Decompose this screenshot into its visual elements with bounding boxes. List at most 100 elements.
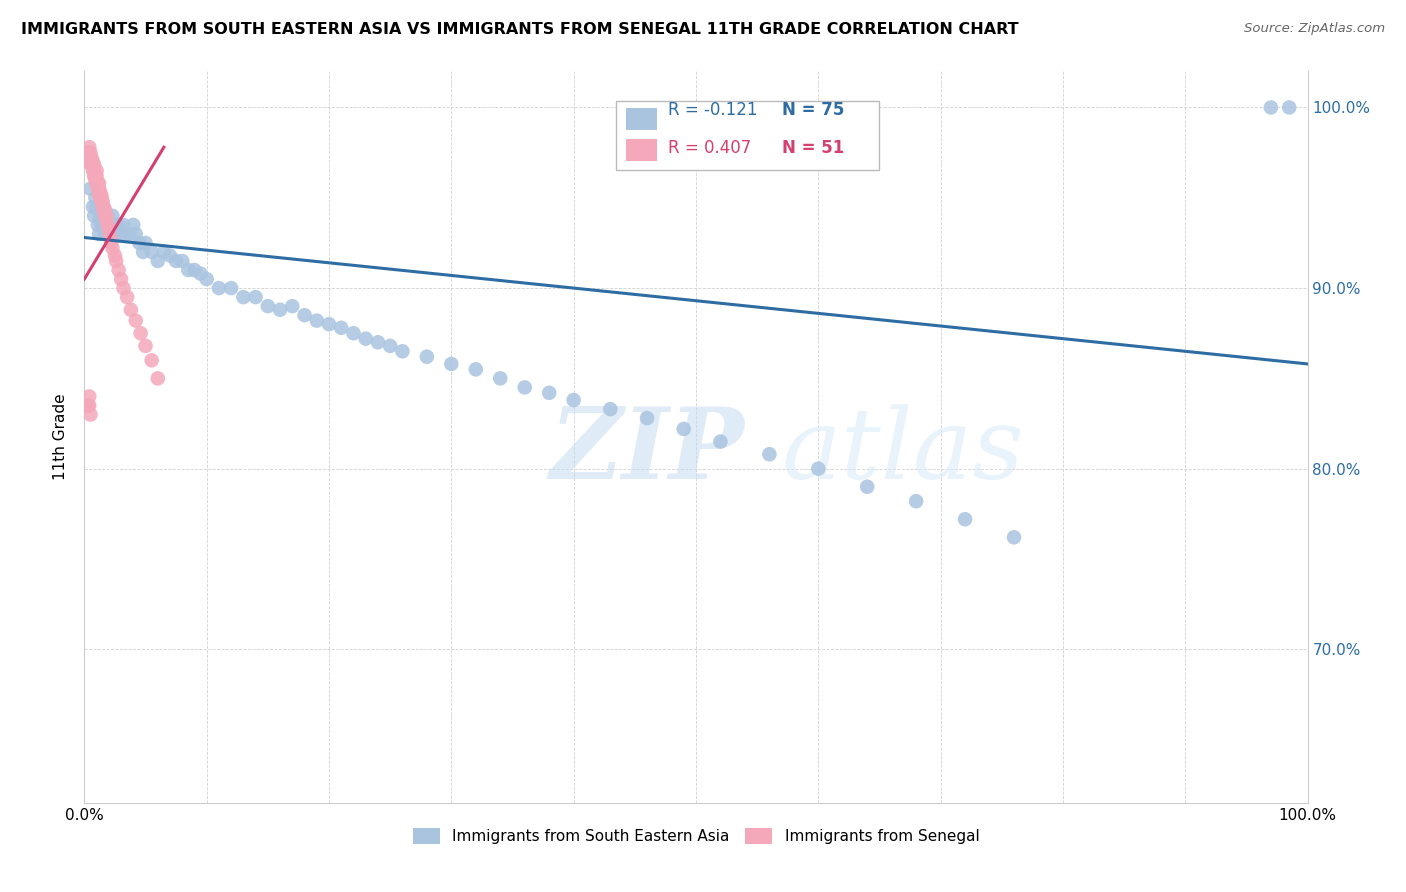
Point <box>98 227 121 241</box>
Point <box>97 218 120 232</box>
Point <box>79 151 101 165</box>
Point <box>77 140 100 154</box>
Point <box>195 272 218 286</box>
Point <box>538 385 561 400</box>
Point <box>105 254 128 268</box>
Point <box>125 313 148 327</box>
Point <box>77 399 100 413</box>
Point <box>183 263 205 277</box>
Point <box>132 244 155 259</box>
Point <box>269 302 291 317</box>
Point <box>83 163 105 178</box>
Point <box>177 263 200 277</box>
Point <box>93 218 115 232</box>
Text: Source: ZipAtlas.com: Source: ZipAtlas.com <box>1244 22 1385 36</box>
Point <box>87 177 110 191</box>
Point <box>709 434 731 449</box>
Point <box>87 177 110 191</box>
Point <box>91 194 114 209</box>
Point <box>87 187 110 202</box>
Point <box>90 194 112 209</box>
Point <box>172 254 194 268</box>
Text: ZIP: ZIP <box>550 403 744 500</box>
Text: N = 75: N = 75 <box>782 101 844 120</box>
Point <box>294 308 316 322</box>
Point <box>416 350 439 364</box>
Bar <box>626 108 657 130</box>
Point <box>146 371 169 385</box>
Point <box>112 281 135 295</box>
Point <box>94 203 117 218</box>
Point <box>245 290 267 304</box>
Point <box>367 335 389 350</box>
Point <box>77 145 100 160</box>
Point <box>101 209 124 223</box>
Point <box>208 281 231 295</box>
Point <box>94 209 117 223</box>
Point <box>128 235 150 250</box>
Point <box>115 227 138 241</box>
Point <box>342 326 364 341</box>
Point <box>318 317 340 331</box>
Point <box>110 227 132 241</box>
Point <box>93 200 115 214</box>
Point <box>391 344 413 359</box>
Point <box>96 212 118 227</box>
Point <box>159 249 181 263</box>
Point <box>125 227 148 241</box>
Point <box>599 402 621 417</box>
Point <box>219 281 242 295</box>
Point <box>96 218 118 232</box>
Point <box>141 353 163 368</box>
Point <box>110 272 132 286</box>
Text: IMMIGRANTS FROM SOUTH EASTERN ASIA VS IMMIGRANTS FROM SENEGAL 11TH GRADE CORRELA: IMMIGRANTS FROM SOUTH EASTERN ASIA VS IM… <box>21 22 1019 37</box>
Point <box>856 480 879 494</box>
Point <box>380 339 402 353</box>
Point <box>79 182 101 196</box>
Point <box>672 422 695 436</box>
Point <box>153 244 176 259</box>
Bar <box>626 139 657 161</box>
Point <box>257 299 280 313</box>
Point <box>83 169 105 183</box>
Text: atlas: atlas <box>782 404 1025 500</box>
Point <box>807 461 830 475</box>
Point <box>83 158 105 172</box>
Point <box>100 218 122 232</box>
Point <box>93 205 115 219</box>
Point <box>87 182 110 196</box>
Point <box>77 389 100 403</box>
Point <box>89 191 111 205</box>
Point <box>1002 530 1025 544</box>
Point <box>120 302 142 317</box>
Point <box>97 218 120 232</box>
Point <box>91 200 114 214</box>
Point <box>101 241 124 255</box>
Point <box>83 209 105 223</box>
Point <box>165 254 187 268</box>
Point <box>87 218 110 232</box>
Point <box>91 200 114 214</box>
Point <box>77 399 100 413</box>
Point <box>107 263 129 277</box>
Point <box>464 362 486 376</box>
Point <box>79 145 101 160</box>
Point <box>80 151 103 165</box>
Point <box>190 267 212 281</box>
Point <box>79 408 101 422</box>
Point <box>141 244 163 259</box>
Point <box>82 154 104 169</box>
Point <box>440 357 463 371</box>
Y-axis label: 11th Grade: 11th Grade <box>53 393 69 481</box>
Point <box>86 163 108 178</box>
Point <box>118 227 141 241</box>
Point <box>305 313 328 327</box>
Point <box>86 200 108 214</box>
Point <box>905 494 928 508</box>
Point <box>115 290 138 304</box>
Point <box>98 230 121 244</box>
Text: R = -0.121: R = -0.121 <box>668 101 758 120</box>
Point <box>129 326 152 341</box>
Point <box>135 339 157 353</box>
Point <box>513 380 536 394</box>
